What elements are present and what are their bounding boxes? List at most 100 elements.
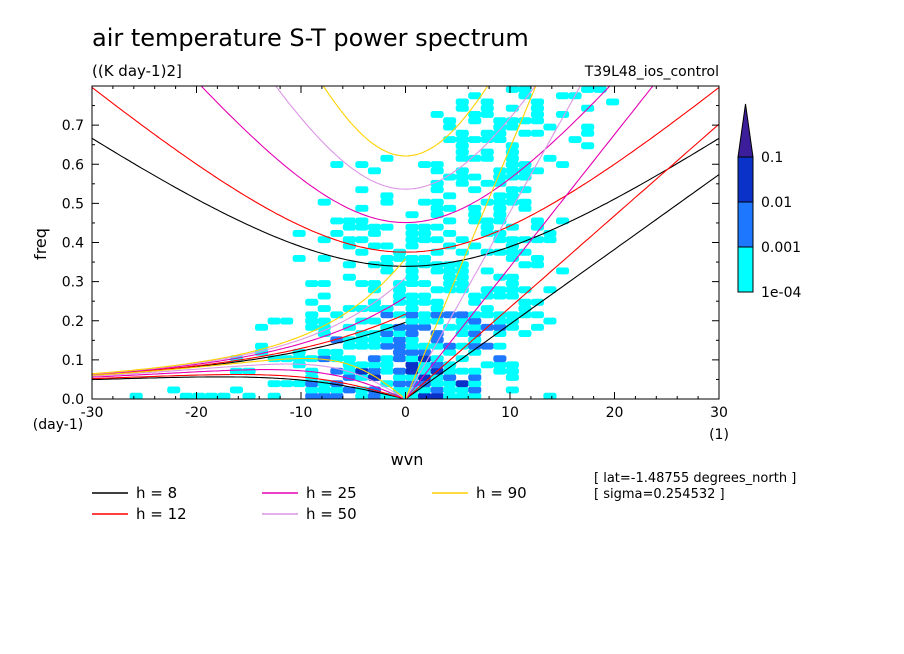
- power-cell: [418, 342, 432, 350]
- power-cell: [468, 136, 482, 143]
- power-cell: [480, 267, 494, 275]
- power-cell: [367, 355, 381, 363]
- power-cell: [179, 392, 193, 399]
- power-cell: [530, 261, 544, 269]
- power-cell: [530, 223, 544, 231]
- power-cell: [393, 348, 407, 356]
- power-cell: [380, 361, 394, 369]
- power-cell: [455, 236, 469, 244]
- power-cell: [393, 298, 407, 306]
- power-cell: [430, 286, 444, 294]
- power-cell: [129, 392, 143, 399]
- power-cell: [468, 111, 482, 118]
- power-cell: [455, 148, 469, 156]
- power-cell: [505, 192, 519, 200]
- power-cell: [292, 230, 306, 237]
- power-cell: [505, 123, 519, 131]
- power-cell: [468, 204, 482, 212]
- power-cell: [493, 330, 507, 337]
- legend-label: h = 8: [136, 484, 177, 502]
- power-cell: [455, 179, 469, 187]
- power-cell: [518, 92, 532, 100]
- power-cell: [493, 355, 507, 363]
- power-cell: [380, 267, 394, 275]
- power-cell: [405, 223, 419, 231]
- power-cell: [505, 236, 519, 244]
- power-cell: [493, 192, 507, 200]
- power-cell: [317, 292, 331, 300]
- power-cell: [468, 342, 482, 350]
- power-cell: [530, 117, 544, 125]
- power-cell: [505, 361, 519, 369]
- power-cell: [468, 367, 482, 375]
- dispersion-curve-h90: [92, 258, 406, 375]
- power-cell: [468, 173, 482, 181]
- power-cell: [493, 211, 507, 219]
- power-cell: [405, 317, 419, 325]
- power-cell: [380, 367, 394, 375]
- power-cell: [342, 342, 356, 350]
- power-cell: [405, 330, 419, 337]
- power-cell: [530, 217, 544, 225]
- y-tick-label: 0.4: [62, 236, 84, 252]
- power-cell: [480, 311, 494, 319]
- power-cell: [380, 261, 394, 269]
- power-cell: [581, 123, 595, 131]
- dispersion-curve-h25: [405, 86, 654, 399]
- power-cell: [443, 286, 457, 294]
- power-cell: [367, 167, 381, 175]
- power-cell: [393, 336, 407, 344]
- power-cell: [355, 280, 369, 287]
- power-cell: [493, 292, 507, 300]
- colorbar-label: 0.01: [761, 195, 792, 211]
- power-cell: [317, 236, 331, 244]
- power-cell: [405, 367, 419, 375]
- power-cell: [493, 217, 507, 225]
- power-cell: [405, 361, 419, 369]
- power-cell: [518, 86, 532, 93]
- power-cell: [317, 392, 331, 399]
- power-cell: [505, 223, 519, 231]
- power-cell: [468, 242, 482, 250]
- y-tick-label: 0.7: [62, 118, 84, 134]
- power-cell: [393, 374, 407, 381]
- power-cell: [493, 198, 507, 206]
- power-cell: [418, 255, 432, 262]
- power-cell: [468, 348, 482, 356]
- power-cell: [355, 186, 369, 194]
- power-cell: [405, 273, 419, 281]
- power-cell: [367, 223, 381, 231]
- power-cell: [505, 386, 519, 394]
- x-tick-label: 20: [606, 405, 624, 421]
- power-cell: [418, 161, 432, 168]
- power-cell: [393, 311, 407, 319]
- y-tick-label: 0.1: [62, 353, 84, 369]
- x-tick-label: 0: [401, 405, 410, 421]
- x-tick-label: -20: [185, 405, 208, 421]
- power-cell: [468, 298, 482, 306]
- power-cell: [418, 280, 432, 287]
- power-cell: [317, 348, 331, 356]
- dispersion-curve-h8: [405, 174, 719, 399]
- power-cell: [418, 223, 432, 231]
- sigma-info: [ sigma=0.254532 ]: [594, 487, 725, 502]
- power-cell: [355, 305, 369, 312]
- power-cell: [393, 380, 407, 388]
- power-cell: [342, 236, 356, 244]
- power-cell: [267, 392, 281, 399]
- power-cell: [317, 255, 331, 262]
- power-cell: [455, 261, 469, 269]
- power-cell: [255, 323, 269, 331]
- x-axis-label: wvn: [391, 450, 424, 469]
- power-cell: [443, 117, 457, 125]
- legend-label: h = 25: [306, 484, 357, 502]
- power-cell: [342, 355, 356, 363]
- power-cell: [505, 311, 519, 319]
- power-cell: [380, 323, 394, 331]
- dispersion-curve-h90: [322, 86, 489, 157]
- power-cell: [530, 323, 544, 331]
- power-cell: [505, 273, 519, 281]
- power-cell: [556, 111, 570, 118]
- power-cell: [355, 367, 369, 375]
- power-cell: [430, 298, 444, 306]
